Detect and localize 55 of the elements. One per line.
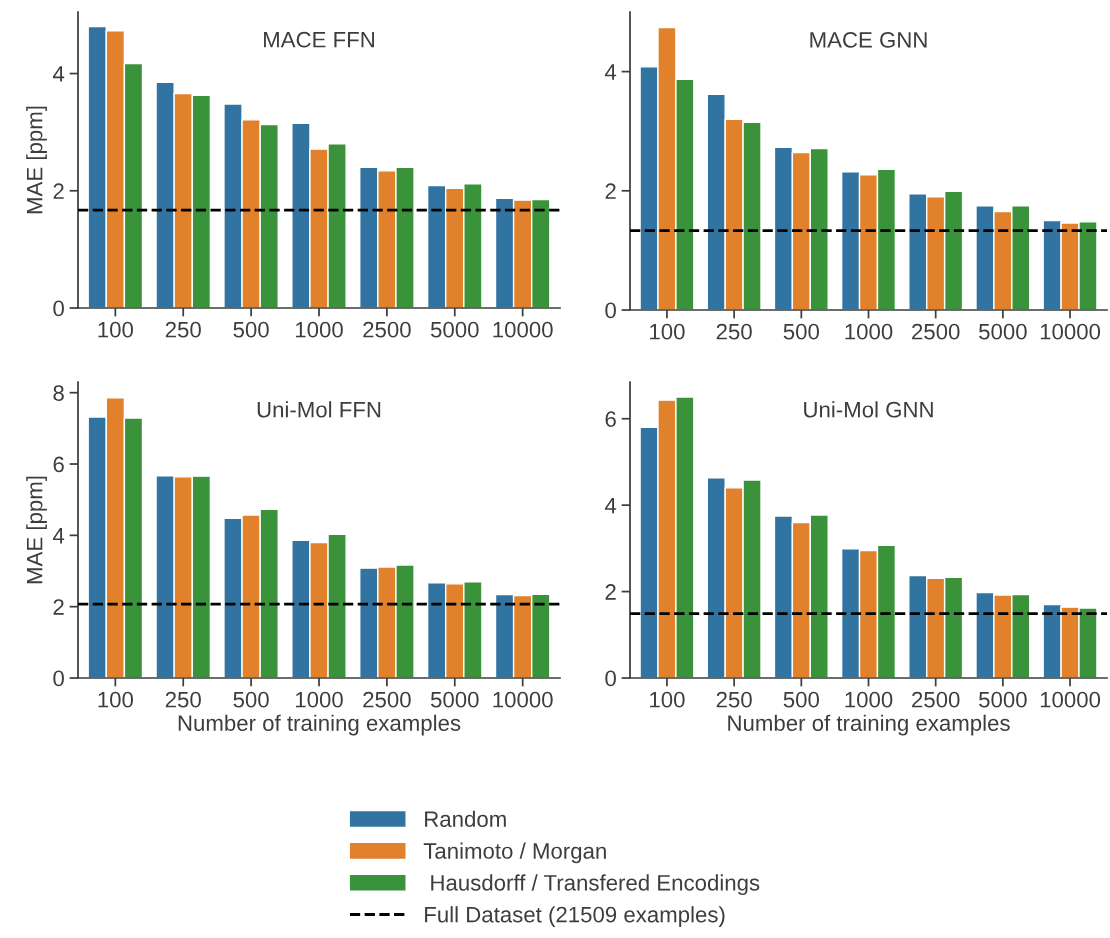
text: MACE FFN (264, 31, 374, 48)
x-tick-label: 10000 (493, 691, 553, 708)
legend-label: Random (425, 810, 506, 828)
y-axis-title: MAE [ppm] (26, 106, 47, 214)
y-tick-label: 4 (604, 64, 617, 80)
y-tick-label: 6 (53, 456, 64, 473)
x-tick-label: 500 (233, 691, 269, 708)
x-tick-label: 10000 (1040, 691, 1101, 708)
x-tick-label: 2500 (912, 323, 960, 340)
x-tick-label: 2500 (912, 691, 960, 708)
x-tick-label: 2500 (363, 691, 411, 708)
y-tick-label: 4 (52, 66, 65, 82)
x-tick-label: 1000 (845, 323, 893, 340)
text: Uni-Mol FFN (257, 401, 381, 418)
y-tick-label: 0 (605, 670, 616, 687)
x-tick-label: 1000 (295, 321, 343, 338)
x-tick-label: 10000 (1040, 323, 1101, 340)
y-tick-label: 6 (605, 411, 616, 427)
text: MACE GNN (810, 32, 927, 48)
y-axis-title: MAE [ppm] (26, 476, 47, 584)
x-tick-label: 500 (233, 321, 269, 338)
x-tick-label: 250 (716, 691, 752, 708)
legend-label: Tanimoto / Morgan (423, 842, 606, 864)
x-tick-label: 5000 (430, 321, 479, 338)
y-tick-label: 0 (605, 302, 616, 319)
x-axis-title: Number of training examples (728, 714, 1010, 736)
x-tick-label: 5000 (979, 691, 1027, 708)
x-tick-label: 10000 (493, 321, 553, 338)
y-tick-label: 0 (53, 670, 64, 687)
x-tick-label: 250 (716, 323, 752, 340)
text: Uni-Mol GNN (804, 401, 933, 418)
x-tick-label: 1000 (295, 691, 343, 708)
x-tick-label: 5000 (430, 691, 479, 708)
x-tick-label: 250 (165, 321, 201, 338)
x-tick-label: 100 (98, 321, 134, 338)
x-tick-label: 100 (98, 691, 134, 708)
x-tick-label: 1000 (845, 691, 893, 708)
y-tick-label: 2 (53, 183, 64, 199)
x-tick-label: 100 (650, 323, 685, 340)
y-tick-label: 8 (53, 385, 64, 401)
legend-label: Full Dataset (21509 examples) (425, 906, 725, 927)
x-axis-title: Number of training examples (178, 714, 461, 736)
x-tick-label: 5000 (979, 323, 1027, 340)
legend-label: Hausdorff / Transfered Encodings (431, 874, 760, 896)
y-tick-label: 4 (52, 528, 65, 544)
y-tick-label: 2 (53, 599, 64, 615)
x-tick-label: 250 (165, 691, 201, 708)
y-tick-label: 4 (604, 497, 617, 514)
x-tick-label: 500 (783, 323, 819, 340)
y-tick-label: 2 (605, 183, 616, 199)
y-tick-label: 0 (53, 300, 64, 317)
x-tick-label: 500 (783, 691, 819, 708)
x-tick-label: 100 (650, 691, 685, 708)
y-tick-label: 2 (605, 584, 616, 600)
x-tick-label: 2500 (363, 321, 411, 338)
